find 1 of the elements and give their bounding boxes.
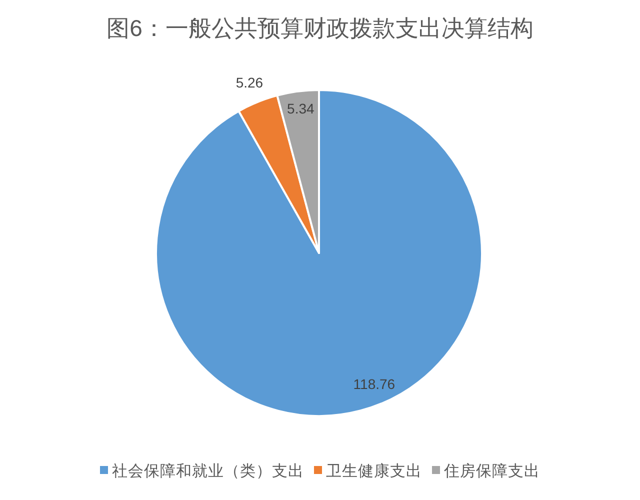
title: 图6：一般公共预算财政拨款支出决算结构: [106, 15, 534, 41]
